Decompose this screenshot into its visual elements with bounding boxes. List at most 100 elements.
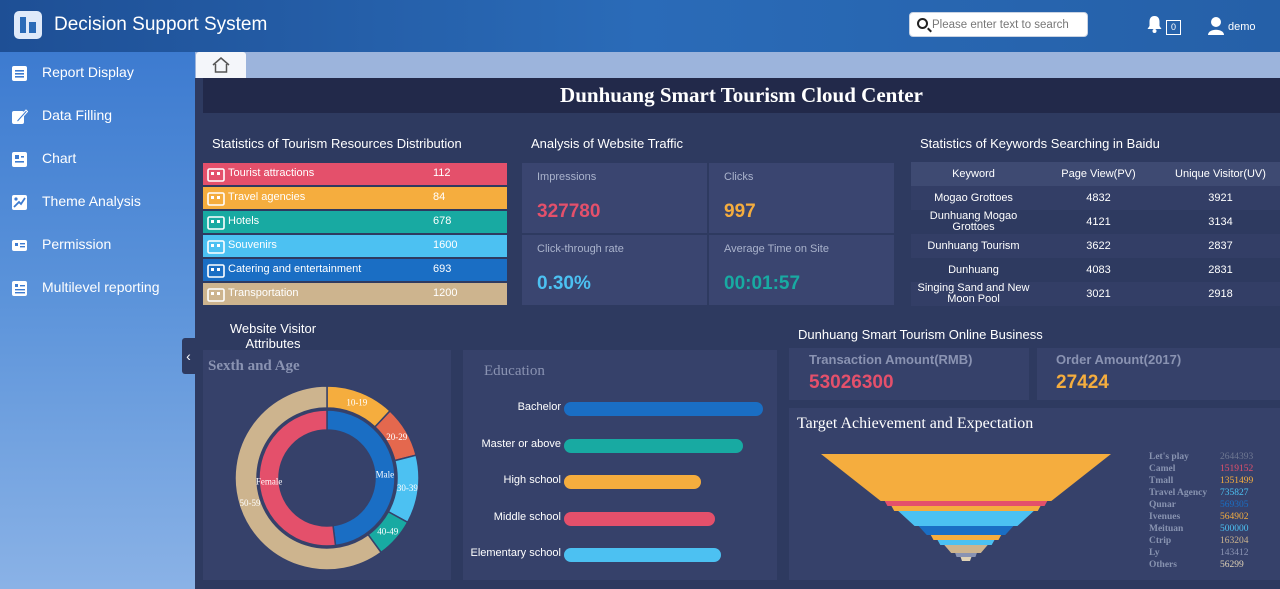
donut-label: 10-19	[346, 398, 367, 408]
search-box[interactable]	[909, 12, 1088, 37]
table-cell: 3622	[1086, 240, 1111, 252]
transaction-value: 53026300	[809, 372, 894, 393]
resources-title: Statistics of Tourism Resources Distribu…	[212, 136, 462, 151]
table-row: Singing Sand and New Moon Pool 3021 2918	[911, 282, 1280, 306]
table-cell: Dunhuang Tourism	[927, 239, 1020, 252]
funnel-legend-label: Ivenues	[1149, 512, 1181, 522]
funnel-legend-value: 2644393	[1220, 452, 1254, 462]
metric-value: 327780	[537, 201, 601, 222]
bell-icon[interactable]	[1146, 15, 1163, 34]
funnel-legend-label: Let's play	[1149, 452, 1189, 462]
metric-value: 00:01:57	[724, 273, 801, 294]
order-label: Order Amount(2017)	[1056, 352, 1182, 367]
funnel-legend-value: 1351499	[1220, 476, 1254, 486]
tab-home[interactable]	[196, 52, 246, 78]
notification-badge[interactable]: 0	[1166, 20, 1181, 35]
username[interactable]: demo	[1228, 21, 1256, 33]
education-bar	[564, 402, 763, 416]
flag-icon	[207, 192, 225, 206]
funnel-legend-label: Meituan	[1149, 524, 1184, 534]
education-title: Education	[484, 363, 545, 379]
transaction-card: Transaction Amount(RMB) 53026300	[789, 348, 1029, 400]
metric-label: Average Time on Site	[724, 243, 829, 255]
dashboard-title: Dunhuang Smart Tourism Cloud Center	[203, 78, 1280, 113]
funnel-legend-value: 143412	[1220, 548, 1249, 558]
home-icon[interactable]	[211, 56, 231, 74]
table-cell: 4083	[1086, 264, 1111, 276]
funnel-stage	[937, 540, 995, 545]
table-cell: Singing Sand and New Moon Pool	[917, 283, 1030, 305]
education-label: High school	[503, 474, 561, 486]
resource-value: 84	[433, 191, 446, 203]
table-cell: 2831	[1208, 264, 1233, 276]
metric-label: Impressions	[537, 171, 597, 183]
table-row: Mogao Grottoes 4832 3921	[911, 186, 1280, 210]
visitor-title: Website Visitor Attributes	[229, 321, 317, 351]
search-icon[interactable]	[917, 18, 928, 29]
resource-value: 678	[433, 215, 452, 227]
business-title: Dunhuang Smart Tourism Online Business	[798, 327, 1043, 342]
report-icon	[12, 66, 27, 81]
metric-clicks: Clicks 997	[709, 163, 894, 233]
target-title: Target Achievement and Expectation	[797, 415, 1034, 432]
funnel-legend-value: 1519152	[1220, 464, 1254, 474]
sidebar-item-theme-analysis[interactable]: Theme Analysis	[0, 185, 195, 221]
sidebar-item-data-filling[interactable]: Data Filling	[0, 99, 195, 135]
pen-icon	[12, 109, 28, 124]
resource-value: 112	[433, 167, 451, 179]
transaction-label: Transaction Amount(RMB)	[809, 352, 973, 367]
sidebar-item-permission[interactable]: Permission	[0, 228, 195, 264]
education-label: Middle school	[493, 510, 561, 523]
table-cell: 3134	[1208, 216, 1233, 228]
search-input[interactable]	[932, 15, 1084, 34]
funnel-legend-label: Qunar	[1149, 500, 1176, 510]
logo-icon	[14, 11, 42, 39]
donut-slice-50-59	[234, 385, 383, 571]
funnel-stage	[955, 553, 977, 557]
metric-impressions: Impressions 327780	[522, 163, 707, 233]
top-bar: Decision Support System 0 demo	[0, 0, 1280, 52]
sidebar-item-multilevel-reporting[interactable]: Multilevel reporting	[0, 271, 195, 307]
resource-row: Transportation 1200	[203, 283, 507, 305]
funnel-stage	[898, 511, 1034, 526]
table-row: Dunhuang 4083 2831	[911, 258, 1280, 282]
education-label: Master or above	[481, 437, 561, 450]
table-cell: 4832	[1086, 192, 1111, 204]
education-bar	[564, 548, 722, 562]
table-cell: Mogao Grottoes	[934, 191, 1013, 204]
funnel-legend-label: Ly	[1149, 548, 1160, 558]
funnel-legend-label: Ctrip	[1149, 536, 1172, 546]
metric-label: Clicks	[724, 171, 754, 183]
sidebar-collapse-button[interactable]: ‹	[182, 338, 195, 374]
order-value: 27424	[1056, 372, 1109, 393]
sidebar-item-label: Multilevel reporting	[42, 279, 160, 295]
building-icon	[207, 168, 225, 182]
funnel-stage	[930, 535, 1002, 540]
user-icon[interactable]	[1208, 16, 1224, 36]
metric-value: 0.30%	[537, 273, 591, 294]
funnel-stage	[891, 506, 1041, 511]
sidebar-item-report-display[interactable]: Report Display	[0, 56, 195, 92]
sidebar-item-chart[interactable]: Chart	[0, 142, 195, 178]
funnel-stage	[884, 501, 1048, 506]
table-cell: 4121	[1086, 216, 1111, 228]
cart-icon	[207, 240, 225, 254]
permission-icon	[12, 240, 27, 251]
metric-click-through-rate: Click-through rate 0.30%	[522, 235, 707, 305]
metric-average-time: Average Time on Site 00:01:57	[709, 235, 894, 305]
resource-label: Souvenirs	[228, 239, 277, 251]
cocktail-icon	[207, 264, 225, 278]
donut-label: 50-59	[239, 498, 260, 508]
table-cell: 2918	[1208, 288, 1233, 300]
sidebar-item-label: Theme Analysis	[42, 193, 141, 209]
metric-label: Click-through rate	[537, 243, 624, 255]
chart-icon	[12, 152, 27, 167]
theme-icon	[12, 195, 27, 210]
sidebar-item-label: Data Filling	[42, 107, 113, 123]
resource-row: Hotels 678	[203, 211, 507, 233]
column-header: Page View(PV)	[1061, 168, 1136, 180]
funnel-stage	[960, 557, 972, 561]
funnel-stage	[918, 526, 1014, 535]
funnel-legend-label: Camel	[1149, 464, 1176, 474]
resource-value: 1200	[433, 287, 458, 299]
